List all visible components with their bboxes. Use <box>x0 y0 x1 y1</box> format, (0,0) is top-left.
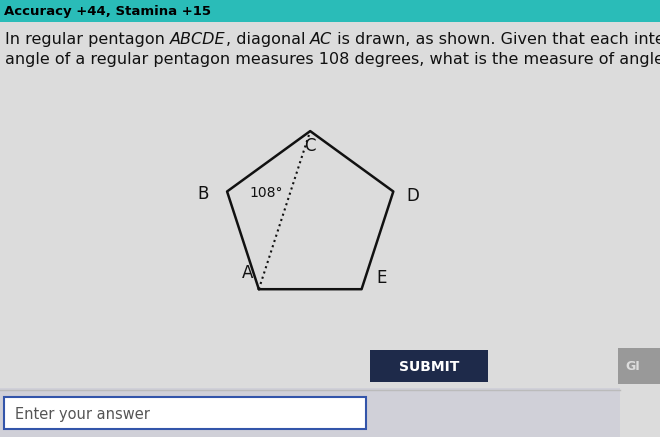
Text: Enter your answer: Enter your answer <box>15 406 150 422</box>
FancyBboxPatch shape <box>4 397 366 429</box>
Text: ABCDE: ABCDE <box>170 32 226 47</box>
Text: SUBMIT: SUBMIT <box>399 360 459 374</box>
Text: D: D <box>407 187 419 205</box>
Bar <box>618 348 660 384</box>
Text: Accuracy +44, Stamina +15: Accuracy +44, Stamina +15 <box>4 5 211 18</box>
Bar <box>0 388 620 437</box>
Text: is drawn, as shown. Given that each interior: is drawn, as shown. Given that each inte… <box>333 32 660 47</box>
Text: GI: GI <box>625 360 640 372</box>
Text: A: A <box>242 264 253 281</box>
Text: 108°: 108° <box>249 187 282 201</box>
Bar <box>0 0 660 22</box>
Text: E: E <box>376 269 386 287</box>
Text: , diagonal: , diagonal <box>226 32 310 47</box>
Text: angle of a regular pentagon measures 108 degrees, what is the measure of angle: angle of a regular pentagon measures 108… <box>5 52 660 67</box>
Text: AC: AC <box>310 32 333 47</box>
Text: In regular pentagon: In regular pentagon <box>5 32 170 47</box>
Text: C: C <box>304 137 316 156</box>
Bar <box>370 350 488 382</box>
Text: B: B <box>197 185 209 203</box>
